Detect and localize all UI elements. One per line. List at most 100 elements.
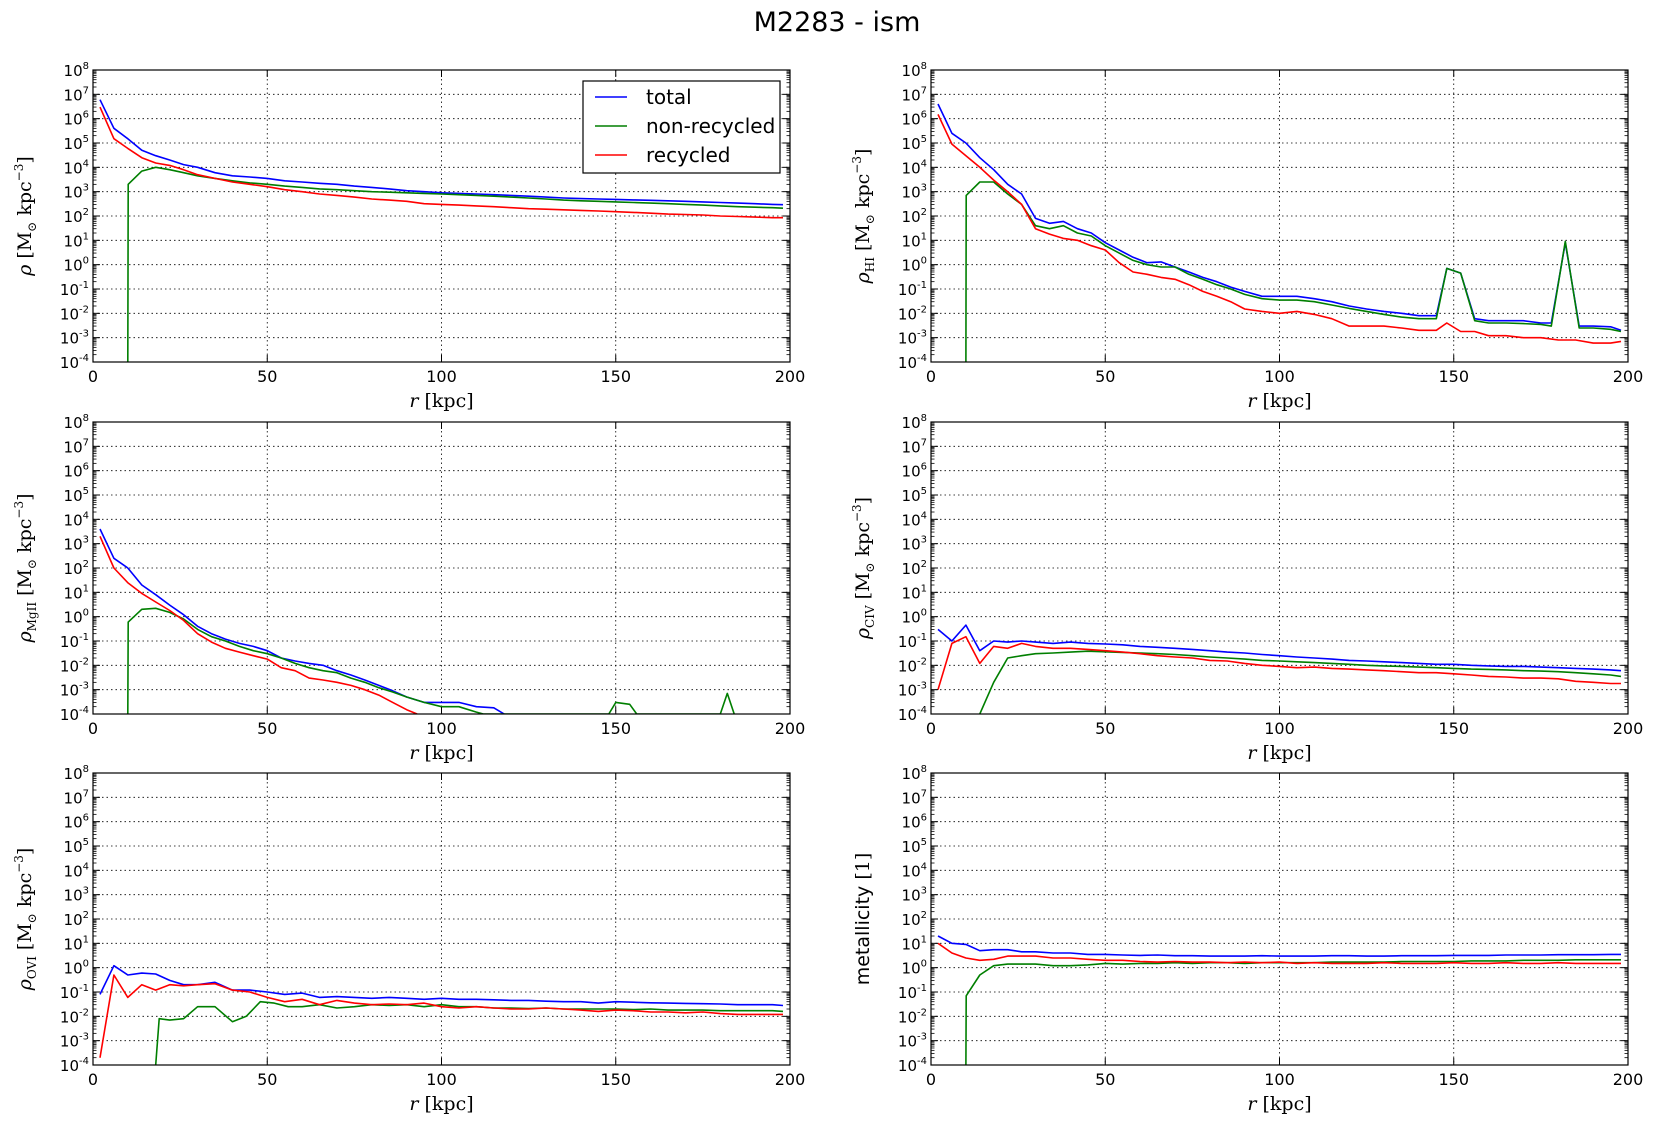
y-tick-label: 108 <box>902 61 927 80</box>
y-tick-label: 107 <box>64 437 89 456</box>
y-axis-label: ρHI [M⊙ kpc−3] <box>850 149 877 285</box>
y-tick-label: 106 <box>64 462 89 481</box>
series-line-recycled <box>937 114 1622 344</box>
series-line-non_recycled <box>154 1000 784 1065</box>
x-axis-label: r [kpc] <box>1247 742 1311 764</box>
chart-panel-5: 0 50 100 150 200 10-4 10-3 10-2 10-1 100 101 102 103… <box>12 764 805 1115</box>
y-tick-label: 10-4 <box>60 705 89 724</box>
y-tick-label: 100 <box>902 256 927 275</box>
y-tick-label: 101 <box>902 934 927 953</box>
y-tick-label: 105 <box>902 134 927 153</box>
y-tick-label: 104 <box>64 510 89 529</box>
series-line-total <box>937 624 1622 672</box>
y-tick-label: 101 <box>902 583 927 602</box>
y-tick-label: 100 <box>64 256 89 275</box>
y-tick-label: 105 <box>64 486 89 505</box>
x-tick-label: 50 <box>257 367 277 386</box>
y-tick-label: 10-4 <box>898 1056 927 1075</box>
y-tick-label: 104 <box>902 861 927 880</box>
x-axis-label: r [kpc] <box>1247 1093 1311 1115</box>
y-tick-label: 103 <box>902 183 927 202</box>
y-tick-label: 103 <box>64 886 89 905</box>
x-tick-label: 50 <box>257 1070 277 1089</box>
series-line-total <box>937 935 1621 957</box>
y-tick-label: 10-2 <box>898 656 927 675</box>
y-axis-label: ρMgII [M⊙ kpc−3] <box>12 493 39 643</box>
figure-title: M2283 - ism <box>754 7 921 38</box>
y-axis-label: metallicity [1] <box>852 853 874 986</box>
y-axis-label: ρCIV [M⊙ kpc−3] <box>850 497 877 640</box>
y-tick-label: 102 <box>902 559 927 578</box>
x-axis-label: r [kpc] <box>409 742 473 764</box>
y-tick-label: 10-4 <box>60 353 89 372</box>
y-tick-label: 10-3 <box>898 329 927 348</box>
series-line-recycled <box>99 974 783 1058</box>
x-tick-label: 150 <box>600 719 631 738</box>
x-tick-label: 150 <box>1438 1070 1469 1089</box>
x-tick-label: 200 <box>775 719 806 738</box>
chart-panel-6: 0 50 100 150 200 10-4 10-3 10-2 10-1 100 101 102 103… <box>852 764 1643 1115</box>
series-line-recycled <box>99 535 418 714</box>
y-tick-label: 10-4 <box>898 353 927 372</box>
y-tick-label: 104 <box>902 158 927 177</box>
x-tick-label: 0 <box>88 1070 98 1089</box>
y-tick-label: 106 <box>64 110 89 129</box>
y-tick-label: 100 <box>64 959 89 978</box>
grid <box>93 422 790 714</box>
y-tick-label: 100 <box>902 959 927 978</box>
series-line-non_recycled <box>965 958 1621 1065</box>
y-tick-label: 10-1 <box>60 983 89 1002</box>
series-line-non_recycled <box>127 166 784 362</box>
series-line-recycled <box>99 106 783 219</box>
legend-label-recycled: recycled <box>646 143 730 167</box>
y-tick-label: 108 <box>902 413 927 432</box>
legend-label-non_recycled: non-recycled <box>646 114 775 138</box>
x-tick-label: 200 <box>1613 719 1644 738</box>
series-group <box>937 103 1622 362</box>
y-tick-label: 108 <box>64 413 89 432</box>
y-tick-label: 107 <box>64 788 89 807</box>
y-tick-label: 106 <box>64 813 89 832</box>
y-tick-label: 104 <box>64 861 89 880</box>
x-tick-label: 0 <box>926 719 936 738</box>
series-line-non_recycled <box>965 181 1622 362</box>
y-tick-label: 103 <box>902 535 927 554</box>
series-line-non_recycled <box>979 650 1622 714</box>
y-tick-label: 107 <box>902 788 927 807</box>
x-tick-label: 100 <box>1264 719 1295 738</box>
y-tick-label: 107 <box>64 85 89 104</box>
y-tick-label: 10-2 <box>60 1007 89 1026</box>
x-axis-label: r [kpc] <box>409 390 473 412</box>
y-tick-label: 108 <box>902 764 927 783</box>
y-tick-label: 10-3 <box>60 681 89 700</box>
x-tick-label: 50 <box>257 719 277 738</box>
legend-label-total: total <box>646 85 692 109</box>
y-tick-label: 10-3 <box>60 329 89 348</box>
chart-panel-2: 0 50 100 150 200 10-4 10-3 10-2 10-1 100 101 102 103… <box>850 61 1643 412</box>
series-group <box>99 528 735 714</box>
chart-panel-4: 0 50 100 150 200 10-4 10-3 10-2 10-1 100 101 102 103… <box>850 413 1643 764</box>
y-tick-label: 104 <box>64 158 89 177</box>
y-tick-label: 100 <box>64 608 89 627</box>
x-tick-label: 100 <box>426 367 457 386</box>
y-tick-label: 10-3 <box>60 1032 89 1051</box>
grid <box>931 422 1628 714</box>
x-tick-label: 50 <box>1095 367 1115 386</box>
x-tick-label: 100 <box>1264 1070 1295 1089</box>
series-group <box>99 99 784 362</box>
y-tick-label: 100 <box>902 608 927 627</box>
series-group <box>99 964 784 1065</box>
y-tick-label: 101 <box>64 583 89 602</box>
y-tick-label: 10-1 <box>898 983 927 1002</box>
y-axis-label: ρ [M⊙ kpc−3] <box>12 156 39 277</box>
x-tick-label: 0 <box>926 1070 936 1089</box>
y-tick-label: 10-4 <box>898 705 927 724</box>
x-tick-label: 100 <box>426 719 457 738</box>
x-tick-label: 50 <box>1095 719 1115 738</box>
x-axis-label: r [kpc] <box>1247 390 1311 412</box>
y-tick-label: 102 <box>902 207 927 226</box>
x-tick-label: 150 <box>1438 719 1469 738</box>
x-tick-label: 0 <box>88 367 98 386</box>
x-tick-label: 150 <box>600 367 631 386</box>
